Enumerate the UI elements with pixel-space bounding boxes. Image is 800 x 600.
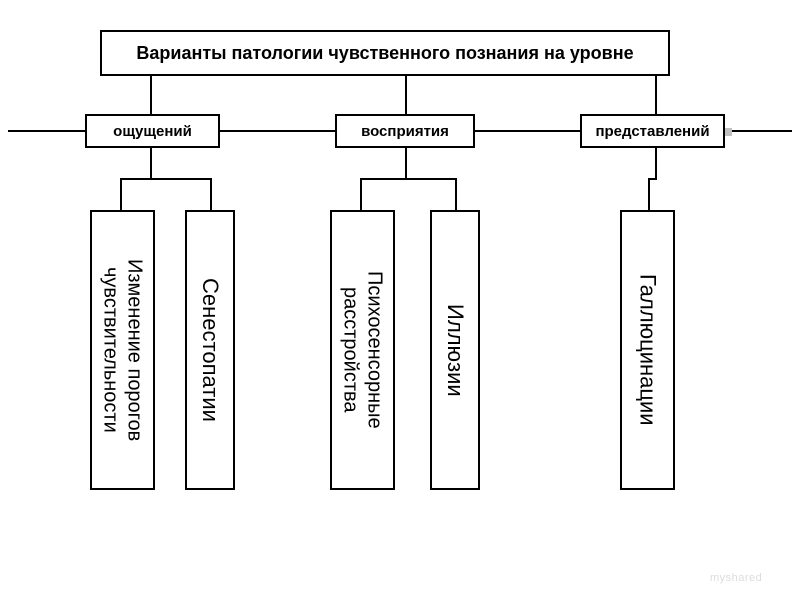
leaf-box-thresholds: Изменение порогов чувствительности [90,210,155,490]
title-text: Варианты патологии чувственного познания… [136,43,633,64]
category-box-perception: восприятия [335,114,475,148]
category-label: восприятия [361,123,449,140]
connector-to-leaf-psychosensory [360,178,362,210]
leaf-box-senestopathy: Сенестопатии [185,210,235,490]
leaf-label: Галлюцинации [634,274,660,426]
connector-mid-drop [150,148,152,178]
leaf-box-illusions: Иллюзии [430,210,480,490]
connector-to-leaf-illusions [455,178,457,210]
watermark: myshared [710,572,762,584]
connector-title-to-perception [405,76,407,114]
connector-mid-drop [655,148,657,178]
leaf-label: Изменение порогов чувствительности [99,259,147,441]
connector-to-leaf-thresholds [120,178,122,210]
connector-title-to-sensations [150,76,152,114]
category-label: ощущений [113,123,192,140]
leaf-box-hallucinations: Галлюцинации [620,210,675,490]
category-label: представлений [595,123,709,140]
title-box: Варианты патологии чувственного познания… [100,30,670,76]
leaf-box-psychosensory: Психосенсорные расстройства [330,210,395,490]
connector-to-leaf-senestopathy [210,178,212,210]
connector-branch-hline [360,178,457,180]
connector-to-leaf-hallucinations [648,178,650,210]
category-box-representations: представлений [580,114,725,148]
leaf-label: Иллюзии [442,304,468,397]
leaf-label: Психосенсорные расстройства [339,271,387,429]
connector-branch-hline [120,178,212,180]
connector-title-to-representations [655,76,657,114]
category-box-sensations: ощущений [85,114,220,148]
connector-mid-drop [405,148,407,178]
leaf-label: Сенестопатии [197,278,223,422]
